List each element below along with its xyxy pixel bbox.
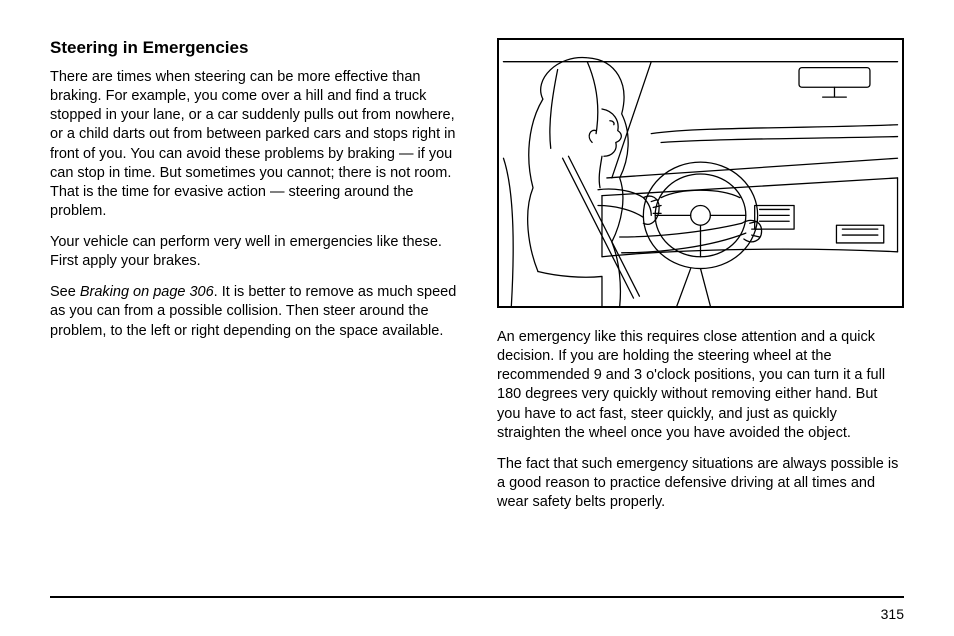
footer-rule [50,596,904,598]
body-paragraph: The fact that such emergency situations … [497,455,904,512]
left-column: Steering in Emergencies There are times … [50,38,457,524]
body-paragraph: An emergency like this requires close at… [497,328,904,443]
right-column: An emergency like this requires close at… [497,38,904,524]
body-paragraph: Your vehicle can perform very well in em… [50,233,457,271]
cross-reference: Braking on page 306 [80,284,214,300]
page-number: 315 [881,606,904,622]
section-heading: Steering in Emergencies [50,38,457,58]
body-paragraph: See Braking on page 306. It is better to… [50,283,457,340]
illustration-driver-steering [497,38,904,308]
text-run: See [50,284,80,300]
body-paragraph: There are times when steering can be mor… [50,68,457,221]
